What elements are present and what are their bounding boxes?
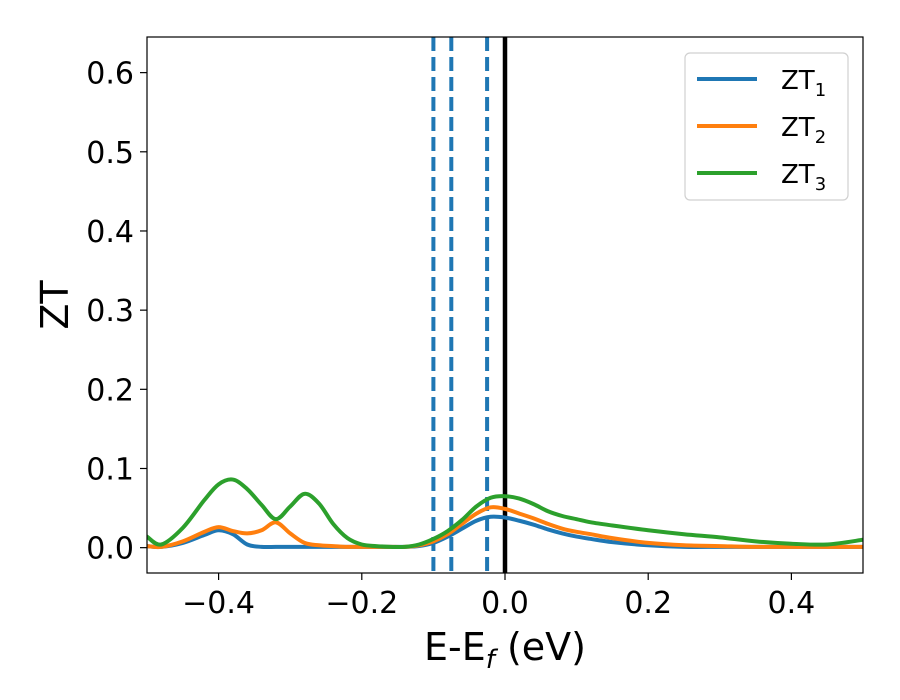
- legend-label-sub: 2: [815, 127, 826, 148]
- legend-label-main: ZT: [781, 66, 815, 96]
- legend-label: ZT3: [781, 160, 826, 195]
- legend-label: ZT2: [781, 113, 826, 148]
- series-line-zt3: [147, 477, 863, 550]
- y-tick-label: 0.0: [86, 532, 134, 567]
- y-tick-label: 0.6: [86, 57, 134, 92]
- legend-label-main: ZT: [781, 160, 815, 190]
- x-axis: −0.4 −0.2 0.0 0.2 0.4: [182, 573, 815, 621]
- y-axis: 0.0 0.1 0.2 0.3 0.4 0.5 0.6: [86, 57, 147, 567]
- legend-label-main: ZT: [781, 113, 815, 143]
- y-tick-label: 0.2: [86, 373, 134, 408]
- y-tick-label: 0.4: [86, 215, 134, 250]
- y-tick-label: 0.1: [86, 452, 134, 487]
- x-axis-label-main: E-E: [424, 625, 486, 669]
- y-axis-label: ZT: [33, 280, 77, 330]
- series-lines: [147, 477, 863, 550]
- legend-label: ZT1: [781, 66, 826, 101]
- series-line-zt2: [147, 505, 863, 550]
- legend-label-sub: 1: [815, 80, 826, 101]
- x-tick-label: 0.2: [624, 586, 672, 621]
- x-tick-label: −0.2: [325, 586, 398, 621]
- legend-label-sub: 3: [815, 174, 826, 195]
- x-tick-label: −0.4: [182, 586, 255, 621]
- y-tick-label: 0.3: [86, 294, 134, 329]
- reference-lines: [431, 37, 508, 573]
- legend-box: [684, 52, 849, 201]
- x-axis-label-unit: (eV): [495, 625, 586, 669]
- x-axis-label: E-Ef (eV): [424, 625, 586, 675]
- x-tick-label: 0.0: [481, 586, 529, 621]
- y-tick-label: 0.5: [86, 136, 134, 171]
- x-tick-label: 0.4: [768, 586, 816, 621]
